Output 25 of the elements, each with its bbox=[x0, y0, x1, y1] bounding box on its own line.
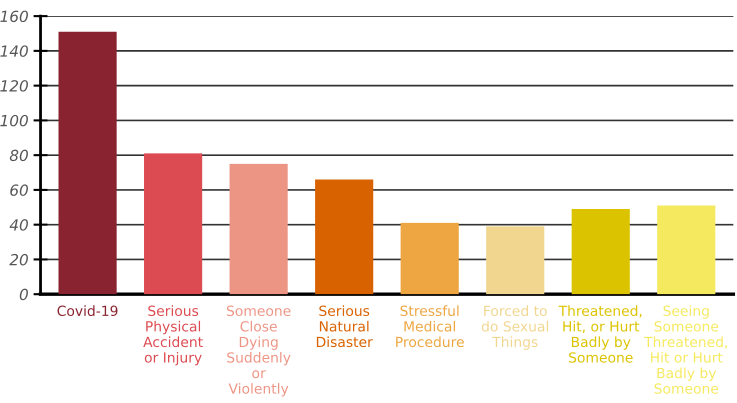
y-tick-label: 120 bbox=[0, 80, 28, 92]
bar bbox=[315, 179, 374, 294]
x-tick-label: Someone Close Dying Suddenly or Violently bbox=[226, 306, 291, 397]
y-tick-label: 160 bbox=[0, 10, 28, 22]
y-tick-label: 60 bbox=[10, 184, 28, 196]
x-tick-label: Forced to do Sexual Things bbox=[482, 305, 548, 350]
y-tick-label: 20 bbox=[9, 254, 28, 266]
bar bbox=[230, 164, 288, 294]
x-tick-label: Serious Natural Disaster bbox=[316, 305, 373, 348]
y-tick-label: 80 bbox=[10, 150, 28, 162]
y-tick-label: 40 bbox=[10, 219, 28, 231]
x-tick-label: Stressful Medical Procedure bbox=[396, 305, 464, 348]
bar bbox=[657, 206, 716, 294]
bar bbox=[58, 32, 117, 294]
y-tick-label: 0 bbox=[20, 288, 28, 300]
bar bbox=[400, 222, 459, 294]
bar bbox=[144, 153, 202, 294]
x-tick-label: Threatened, Hit, or Hurt Badly by Someone bbox=[558, 305, 642, 363]
y-tick-label: 140 bbox=[0, 45, 28, 57]
y-tick-label: 100 bbox=[0, 114, 28, 126]
bar bbox=[486, 226, 544, 294]
bar bbox=[572, 209, 630, 294]
x-tick-label: Covid-19 bbox=[57, 305, 118, 316]
x-tick-label: Serious Physical Accident or Injury bbox=[143, 305, 203, 366]
x-tick-label: Seeing Someone Threatened, Hit or Hurt Badly by Someone bbox=[644, 305, 728, 394]
